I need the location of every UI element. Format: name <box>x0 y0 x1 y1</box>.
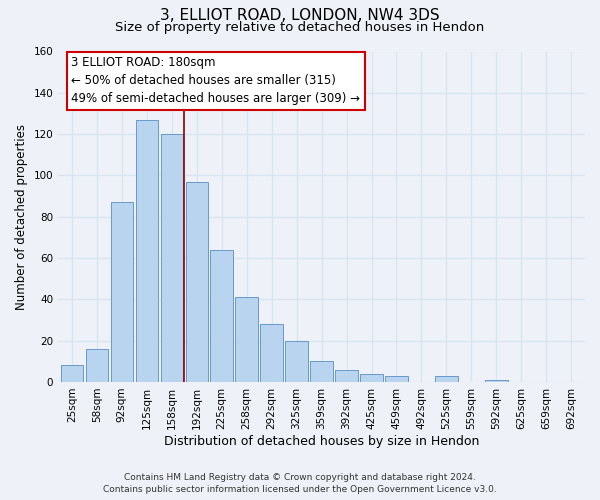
Bar <box>360 374 383 382</box>
X-axis label: Distribution of detached houses by size in Hendon: Distribution of detached houses by size … <box>164 434 479 448</box>
Bar <box>211 250 233 382</box>
Bar <box>61 366 83 382</box>
Bar <box>335 370 358 382</box>
Y-axis label: Number of detached properties: Number of detached properties <box>15 124 28 310</box>
Bar <box>185 182 208 382</box>
Bar <box>385 376 408 382</box>
Bar <box>310 362 333 382</box>
Bar <box>161 134 183 382</box>
Text: 3 ELLIOT ROAD: 180sqm
← 50% of detached houses are smaller (315)
49% of semi-det: 3 ELLIOT ROAD: 180sqm ← 50% of detached … <box>71 56 361 106</box>
Bar <box>235 298 258 382</box>
Bar <box>136 120 158 382</box>
Bar <box>260 324 283 382</box>
Bar <box>435 376 458 382</box>
Bar <box>110 202 133 382</box>
Text: Size of property relative to detached houses in Hendon: Size of property relative to detached ho… <box>115 21 485 34</box>
Bar <box>286 340 308 382</box>
Bar <box>485 380 508 382</box>
Text: Contains HM Land Registry data © Crown copyright and database right 2024.
Contai: Contains HM Land Registry data © Crown c… <box>103 472 497 494</box>
Text: 3, ELLIOT ROAD, LONDON, NW4 3DS: 3, ELLIOT ROAD, LONDON, NW4 3DS <box>160 8 440 22</box>
Bar <box>86 349 108 382</box>
